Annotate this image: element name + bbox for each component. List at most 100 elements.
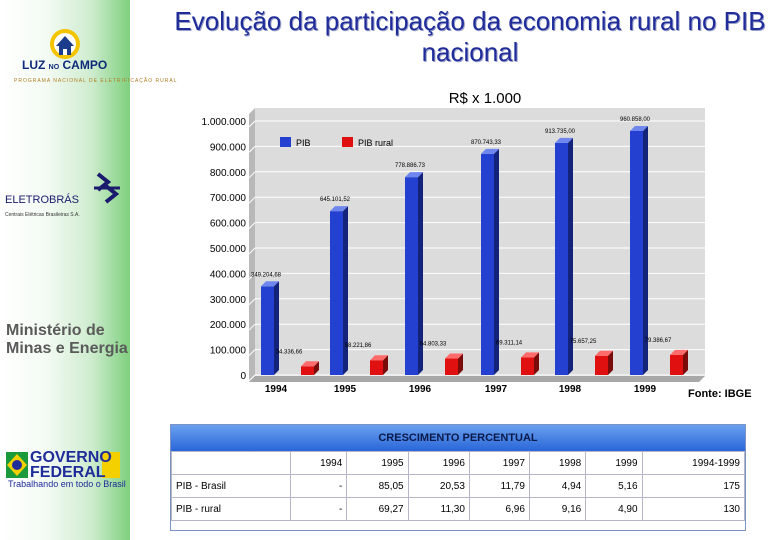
eletrobras-subtitle: Centrais Elétricas Brasileiras S.A. <box>5 212 80 218</box>
bar <box>630 130 643 375</box>
table-cell: 5,16 <box>585 474 643 498</box>
bar-side <box>683 349 688 375</box>
chart-unit-label: R$ x 1.000 <box>448 90 522 107</box>
y-tick-label: 500.000 <box>210 244 247 255</box>
y-tick-label: 1.000.000 <box>202 117 247 128</box>
growth-table: 1994 1995 1996 1997 1998 1999 1994-1999 … <box>171 451 746 521</box>
pib-data-label: 913.735,00 <box>545 129 576 135</box>
table-header-cell: 1996 <box>407 451 470 475</box>
bar-side <box>643 125 648 375</box>
x-tick-label: 1999 <box>634 384 657 395</box>
slide-title: Evolução da participação da economia rur… <box>174 6 766 67</box>
table-header-cell: 1995 <box>346 451 409 475</box>
y-tick-label: 600.000 <box>210 219 247 230</box>
table-header-cell <box>171 451 291 475</box>
bar-top <box>481 148 499 154</box>
bar <box>370 360 383 375</box>
table-cell: 175 <box>641 474 746 498</box>
bar-side <box>383 355 388 375</box>
bar-top <box>670 349 688 355</box>
bar <box>445 358 458 375</box>
table-cell: - <box>289 474 348 498</box>
y-tick-label: 800.000 <box>210 168 247 179</box>
table-cell: 4,90 <box>585 497 643 521</box>
gridline-side <box>248 196 256 204</box>
bar-top <box>261 281 279 287</box>
bar <box>330 211 343 375</box>
bar-side <box>274 281 279 375</box>
gridline-side <box>248 374 256 382</box>
governo-federal-name: GOVERNO FEDERAL <box>30 449 112 481</box>
pib-rural-data-label: 58.221,86 <box>345 343 372 349</box>
source-note: Fonte: IBGE <box>688 388 752 400</box>
table-header-cell: 1997 <box>468 451 530 475</box>
table-cell: 11,30 <box>407 497 470 521</box>
sidebar <box>0 0 130 540</box>
table-cell: 20,53 <box>407 474 470 498</box>
table-row-label: PIB - Brasil <box>171 474 291 498</box>
gridline-side <box>248 222 256 229</box>
bar-top <box>405 172 423 178</box>
table-cell: 85,05 <box>346 474 409 498</box>
table-header-cell: 1998 <box>528 451 587 475</box>
bar-side <box>568 137 573 375</box>
pib-rural-data-label: 69.311,14 <box>496 340 523 346</box>
eletrobras-icon <box>94 172 120 204</box>
bar <box>670 354 683 375</box>
gridline-side <box>248 323 256 331</box>
gridline-side <box>248 349 256 356</box>
pib-rural-data-label: 34.336,66 <box>276 349 303 355</box>
bar-top <box>301 361 319 367</box>
gridline-side <box>248 273 256 280</box>
pib-rural-data-label: 75.657,25 <box>570 339 597 345</box>
pib-data-label: 349.204,68 <box>251 272 282 278</box>
luz-no-campo-name: LUZ NO CAMPO <box>22 58 108 72</box>
growth-table-panel: CRESCIMENTO PERCENTUAL 1994 1995 1996 19… <box>170 424 746 531</box>
legend-label-pib-rural: PIB rural <box>358 138 393 148</box>
bar <box>555 142 568 375</box>
x-tick-label: 1996 <box>409 384 432 395</box>
growth-table-header-row: 1994 1995 1996 1997 1998 1999 1994-1999 <box>171 451 746 475</box>
bar-side <box>534 352 539 375</box>
plot-floor <box>249 376 705 382</box>
table-header-cell: 1999 <box>585 451 643 475</box>
y-tick-label: 900.000 <box>210 142 247 153</box>
table-header-cell: 1994-1999 <box>641 451 746 475</box>
bar-top <box>630 125 648 131</box>
bar-side <box>494 148 499 375</box>
gridline-side <box>248 247 256 255</box>
table-row: PIB - Brasil - 85,05 20,53 11,79 4,94 5,… <box>171 474 746 498</box>
pib-data-label: 960.858,00 <box>620 117 651 123</box>
x-tick-label: 1997 <box>485 384 508 395</box>
bar <box>405 177 418 375</box>
bar <box>521 357 534 375</box>
bar <box>261 286 274 375</box>
bar-side <box>343 206 348 375</box>
gridline-side <box>248 146 256 153</box>
pib-rural-data-label: 64.803,33 <box>420 342 447 348</box>
pib-data-label: 778.886.73 <box>395 163 426 169</box>
bar-top <box>595 350 613 356</box>
ministerio-minas-energia-logo: Ministério de Minas e Energia <box>6 322 128 358</box>
y-tick-label: 100.000 <box>210 346 247 357</box>
bar-top <box>445 353 463 359</box>
y-tick-label: 0 <box>240 371 246 382</box>
pib-data-label: 645.101,52 <box>320 197 351 203</box>
bar <box>595 355 608 375</box>
luz-no-campo-logo <box>50 29 80 59</box>
legend-label-pib: PIB <box>296 138 311 148</box>
y-tick-label: 200.000 <box>210 320 247 331</box>
governo-federal-slogan: Trabalhando em todo o Brasil <box>8 479 126 489</box>
gridline-side <box>248 120 256 128</box>
bar-top <box>555 137 573 143</box>
gridline-side <box>248 171 256 179</box>
bar-top <box>521 352 539 358</box>
x-tick-label: 1995 <box>334 384 357 395</box>
x-tick-label: 1998 <box>559 384 582 395</box>
table-cell: 130 <box>641 497 746 521</box>
gridline-side <box>248 298 256 306</box>
x-tick-label: 1994 <box>265 384 288 395</box>
bar <box>301 366 314 375</box>
table-row: PIB - rural - 69,27 11,30 6,96 9,16 4,90… <box>171 497 746 521</box>
pib-rural-data-label: 79.386,67 <box>645 338 672 344</box>
